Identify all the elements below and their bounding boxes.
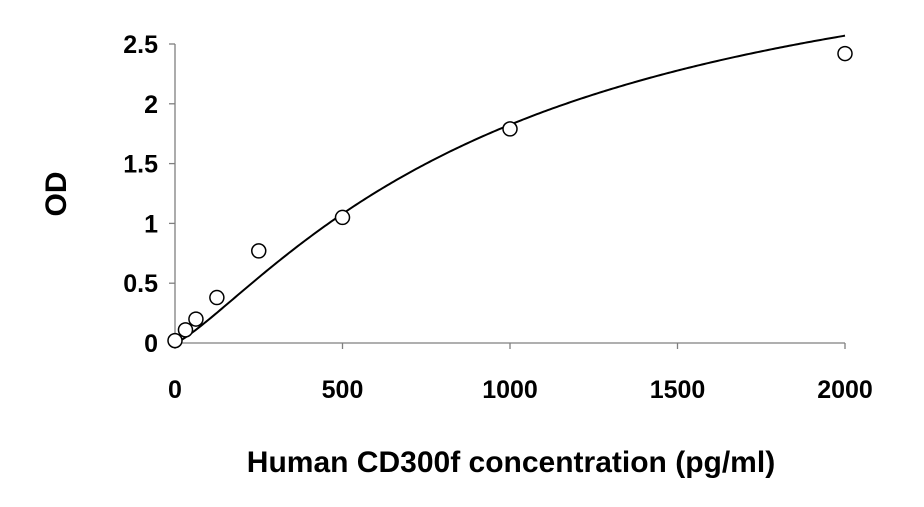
y-tick-label: 2 — [144, 91, 158, 119]
fit-curve-group — [174, 34, 846, 344]
x-tick-label: 2000 — [817, 376, 873, 404]
data-point — [188, 311, 204, 327]
x-tick-label: 0 — [168, 376, 182, 404]
data-point — [209, 289, 225, 306]
data-point — [177, 322, 194, 338]
x-tick-label: 1500 — [650, 376, 706, 404]
y-axis-title: OD — [40, 172, 73, 217]
y-tick-label: 1 — [144, 210, 158, 238]
y-tick-label: 0 — [144, 330, 158, 358]
data-points-group — [167, 45, 853, 349]
data-point — [837, 45, 853, 62]
y-tick-label: 2.5 — [123, 31, 158, 59]
data-point — [502, 121, 518, 137]
x-axis-title: Human CD300f concentration (pg/ml) — [247, 446, 775, 479]
data-point — [334, 209, 351, 226]
y-tick-label: 0.5 — [123, 270, 158, 298]
fit-curve — [174, 34, 846, 344]
data-point — [167, 332, 183, 349]
y-tick-label: 1.5 — [123, 151, 158, 179]
data-point — [251, 243, 267, 259]
y-axis: 0 0.5 1 1.5 2 2.5 — [123, 31, 176, 358]
x-tick-label: 1000 — [482, 376, 538, 404]
x-axis: 0 500 1000 1500 2000 — [168, 342, 873, 404]
x-tick-label: 500 — [322, 376, 364, 404]
